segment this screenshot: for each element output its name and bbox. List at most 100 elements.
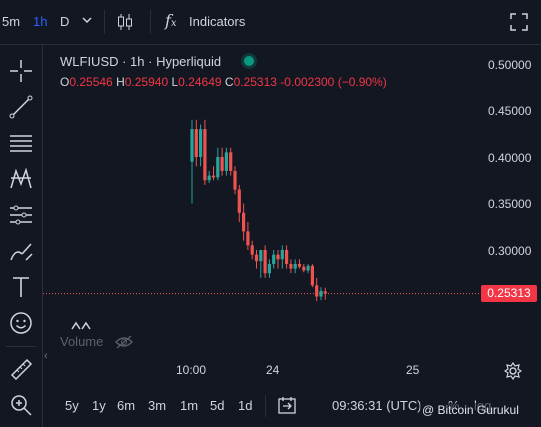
indicators-button[interactable]: Indicators [189, 14, 246, 29]
change-value: -0.002300 (−0.90%) [280, 75, 387, 89]
candle-body [194, 129, 198, 157]
candle-body [229, 152, 233, 171]
candlestick-chart[interactable] [43, 45, 479, 350]
calendar-goto-icon[interactable] [277, 395, 297, 415]
candle-body [276, 254, 280, 260]
price-tick: 0.50000 [488, 58, 532, 72]
chevron-left-icon[interactable]: ‹ [44, 350, 48, 362]
candle-body [302, 266, 306, 271]
candle-body [211, 175, 216, 178]
interval-1h[interactable]: 1h [33, 14, 48, 29]
fx-icon[interactable]: fx [165, 11, 177, 30]
collapse-pane-icon[interactable] [66, 320, 96, 332]
candle [190, 119, 194, 204]
candle [237, 184, 241, 223]
range-1d[interactable]: 1d [238, 398, 253, 413]
candle [211, 166, 216, 181]
candle [272, 250, 276, 269]
high-key: H [116, 75, 125, 89]
candle-body [323, 291, 327, 294]
divider [6, 346, 36, 347]
candle [207, 170, 211, 184]
eye-hidden-icon[interactable] [114, 334, 134, 350]
candle [267, 259, 271, 278]
candle [254, 250, 259, 269]
range-5d[interactable]: 5d [210, 398, 225, 413]
time-tick: 10:00 [176, 363, 207, 377]
range-3m[interactable]: 3m [148, 398, 167, 413]
open-key: O [60, 75, 70, 89]
symbol-title[interactable]: WLFIUSD · 1h · Hyperliquid [60, 54, 222, 69]
candle-body [263, 250, 267, 274]
candle-body [254, 254, 259, 262]
candle [263, 245, 267, 278]
drawing-toolbar [0, 44, 43, 427]
fullscreen-icon[interactable] [510, 13, 528, 31]
candle [319, 287, 323, 301]
candle [250, 240, 254, 260]
interval-5m[interactable]: 5m [2, 14, 21, 29]
candle [242, 203, 246, 241]
emoji-icon[interactable] [8, 310, 34, 336]
candle-body [306, 265, 310, 271]
candle-body [293, 263, 297, 269]
candle [220, 147, 224, 176]
close-key: C [224, 75, 234, 89]
candle-body [315, 285, 319, 297]
candle-body [224, 152, 228, 171]
candle [194, 119, 198, 167]
candle-body [259, 250, 263, 262]
time-tick: 25 [406, 363, 420, 377]
open-value: 0.25546 [69, 75, 113, 89]
crosshair-icon[interactable] [8, 58, 34, 84]
candle [224, 147, 228, 176]
candle [199, 124, 203, 167]
range-1y[interactable]: 1y [92, 398, 106, 413]
close-value: 0.25313 [233, 75, 277, 89]
brush-icon[interactable] [8, 238, 34, 264]
text-icon[interactable] [8, 274, 34, 300]
prediction-icon[interactable] [8, 202, 34, 228]
candle [216, 147, 220, 181]
chevron-down-icon[interactable] [82, 16, 92, 24]
candle-body [190, 129, 194, 162]
utc-clock[interactable]: 09:36:31 (UTC) [332, 398, 422, 413]
candle-body [220, 157, 224, 171]
candle [229, 147, 233, 176]
price-axis[interactable]: 0.50000 0.45000 0.40000 0.35000 0.30000 [480, 45, 541, 350]
candle [259, 250, 263, 278]
candle [315, 277, 319, 302]
candle-body [216, 157, 220, 178]
fib-retracement-icon[interactable] [8, 130, 34, 156]
candle-body [237, 189, 241, 213]
candle [323, 287, 327, 300]
low-key: L [171, 75, 179, 89]
settings-icon[interactable] [504, 362, 522, 380]
range-6m[interactable]: 6m [117, 398, 136, 413]
interval-d[interactable]: D [60, 14, 70, 29]
price-tick: 0.35000 [488, 197, 532, 211]
candle-body [250, 245, 254, 255]
candle-body [297, 263, 302, 267]
trend-line-icon[interactable] [8, 94, 34, 120]
time-axis[interactable]: 10:00 24 25 [43, 355, 479, 383]
candle-body [242, 212, 246, 232]
candle-body [246, 231, 250, 246]
ruler-icon[interactable] [8, 356, 34, 382]
range-1m[interactable]: 1m [180, 398, 199, 413]
current-price-label: 0.25313 [481, 285, 537, 302]
candle-body [272, 254, 276, 264]
ohlc-legend: O0.25546 H0.25940 L0.24649 C0.25313 -0.0… [60, 75, 387, 89]
candle-body [319, 290, 323, 297]
divider [265, 395, 266, 417]
pattern-icon[interactable] [8, 166, 34, 192]
candle-body [310, 265, 314, 286]
candle [297, 259, 302, 269]
price-tick: 0.40000 [488, 151, 532, 165]
zoom-in-icon[interactable] [8, 392, 34, 418]
range-5y[interactable]: 5y [65, 398, 79, 413]
candle [289, 259, 293, 274]
candle [203, 119, 207, 185]
candles-icon[interactable] [115, 12, 135, 32]
volume-label[interactable]: Volume [60, 334, 104, 349]
